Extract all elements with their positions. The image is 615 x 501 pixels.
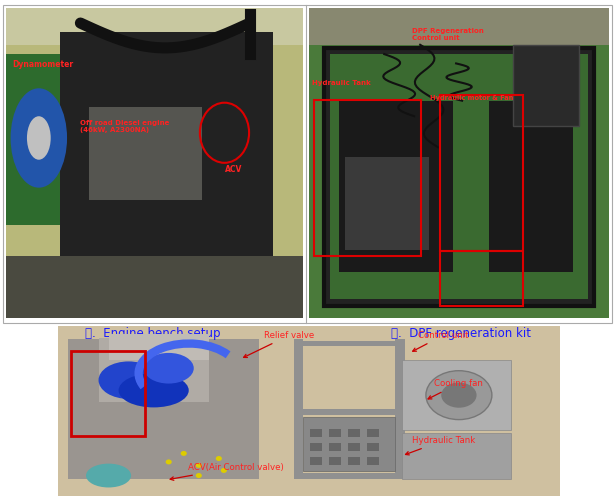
Bar bbox=[348, 429, 360, 437]
Ellipse shape bbox=[426, 371, 492, 420]
Bar bbox=[367, 443, 379, 451]
Bar bbox=[108, 334, 209, 360]
Text: Ⓑ.  DPF regeneration kit: Ⓑ. DPF regeneration kit bbox=[391, 327, 531, 340]
Bar bbox=[311, 456, 322, 465]
Text: ACV: ACV bbox=[224, 165, 242, 174]
Bar bbox=[440, 250, 523, 306]
Bar bbox=[348, 456, 360, 465]
Text: Control unit: Control unit bbox=[413, 331, 469, 351]
Text: Hydraulic Tank: Hydraulic Tank bbox=[405, 436, 475, 455]
Circle shape bbox=[221, 468, 227, 473]
Text: Hydraulic motor & Fan: Hydraulic motor & Fan bbox=[430, 95, 514, 101]
Bar bbox=[98, 338, 209, 402]
Bar bbox=[311, 443, 322, 451]
Bar bbox=[330, 54, 588, 300]
Bar bbox=[294, 409, 405, 415]
Bar bbox=[68, 339, 259, 479]
Bar bbox=[348, 443, 360, 451]
Text: Cooling fan: Cooling fan bbox=[428, 379, 482, 399]
Bar bbox=[311, 429, 322, 437]
Ellipse shape bbox=[10, 88, 67, 188]
Text: ACV(Air Control valve): ACV(Air Control valve) bbox=[170, 463, 284, 480]
Bar bbox=[367, 429, 379, 437]
Bar bbox=[440, 95, 523, 250]
Bar bbox=[71, 351, 145, 436]
Text: Off road Diesel engine
(46kW, A2300NA): Off road Diesel engine (46kW, A2300NA) bbox=[80, 120, 169, 133]
Circle shape bbox=[216, 456, 222, 461]
Bar bbox=[294, 339, 303, 479]
Bar bbox=[324, 48, 594, 306]
Bar bbox=[314, 100, 421, 256]
Ellipse shape bbox=[27, 116, 50, 160]
Bar bbox=[339, 101, 453, 272]
Bar bbox=[309, 8, 609, 318]
Bar bbox=[402, 433, 510, 479]
Bar bbox=[402, 360, 510, 430]
Bar bbox=[513, 45, 579, 126]
Bar bbox=[6, 256, 303, 318]
Bar bbox=[367, 456, 379, 465]
Bar bbox=[330, 456, 341, 465]
Text: Ⓐ.  Engine bench setup: Ⓐ. Engine bench setup bbox=[85, 327, 221, 340]
Bar bbox=[330, 443, 341, 451]
Bar bbox=[6, 54, 71, 225]
Bar bbox=[89, 107, 202, 200]
Text: Dynamometer: Dynamometer bbox=[12, 60, 73, 69]
Bar bbox=[330, 429, 341, 437]
Circle shape bbox=[196, 463, 202, 468]
Bar bbox=[3, 5, 612, 323]
Bar bbox=[58, 326, 560, 496]
Bar bbox=[294, 473, 405, 479]
Circle shape bbox=[181, 451, 187, 456]
Bar bbox=[6, 8, 303, 45]
Bar bbox=[294, 341, 405, 346]
Ellipse shape bbox=[86, 463, 131, 487]
Bar bbox=[6, 8, 303, 318]
Ellipse shape bbox=[441, 383, 477, 408]
Ellipse shape bbox=[98, 361, 159, 399]
Text: Relief valve: Relief valve bbox=[244, 331, 315, 357]
Bar bbox=[345, 157, 429, 250]
Bar bbox=[303, 417, 395, 470]
Text: DPF Regeneration
Control unit: DPF Regeneration Control unit bbox=[412, 28, 484, 41]
Circle shape bbox=[196, 473, 202, 478]
Circle shape bbox=[165, 459, 172, 464]
Ellipse shape bbox=[119, 373, 189, 407]
Bar bbox=[489, 101, 573, 272]
Bar bbox=[309, 8, 609, 45]
Text: Hydraulic Tank: Hydraulic Tank bbox=[312, 80, 371, 86]
Bar bbox=[60, 33, 274, 256]
Bar bbox=[395, 339, 405, 479]
Ellipse shape bbox=[144, 353, 194, 384]
